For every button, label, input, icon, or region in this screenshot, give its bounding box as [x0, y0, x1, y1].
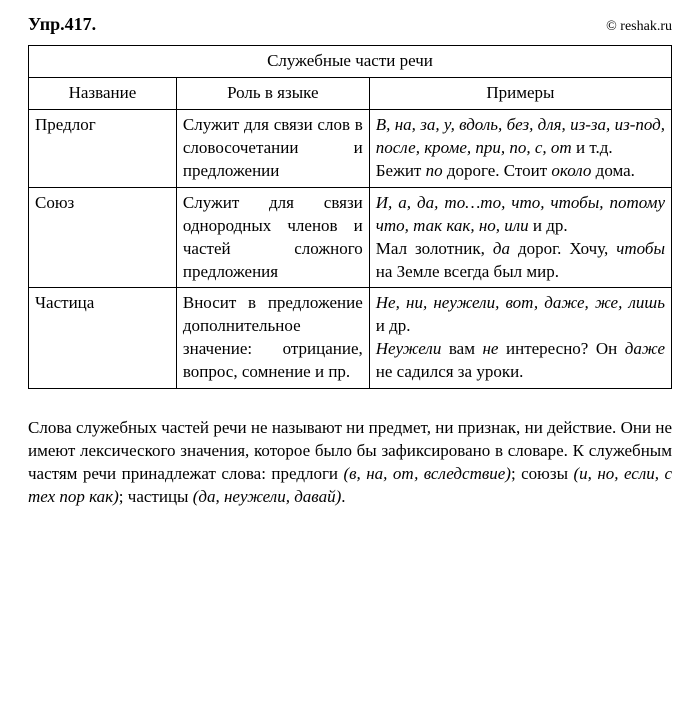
table-title-row: Служебные части речи — [29, 46, 672, 78]
parts-of-speech-table: Служебные части речи Название Роль в язы… — [28, 45, 672, 389]
cell-name: Союз — [29, 187, 177, 288]
table-row: Предлог Служит для связи слов в словосоч… — [29, 109, 672, 187]
exercise-label: Упр.417. — [28, 14, 96, 35]
cell-name: Предлог — [29, 109, 177, 187]
cell-role: Служит для связи слов в словосочетании и… — [176, 109, 369, 187]
table-row: Союз Служит для связи однородных членов … — [29, 187, 672, 288]
cell-role: Служит для связи однородных членов и час… — [176, 187, 369, 288]
cell-examples: И, а, да, то…то, что, чтобы, потому что,… — [369, 187, 671, 288]
page: Упр.417. © reshak.ru Служебные части реч… — [0, 0, 700, 529]
header-row: Упр.417. © reshak.ru — [28, 14, 672, 35]
table-title: Служебные части речи — [29, 46, 672, 78]
table-header-row: Название Роль в языке Примеры — [29, 77, 672, 109]
cell-role: Вносит в предложение дополнительное знач… — [176, 288, 369, 389]
col-header-name: Название — [29, 77, 177, 109]
footer-paragraph: Слова служебных частей речи не называют … — [28, 417, 672, 509]
table-row: Частица Вносит в предложение дополнитель… — [29, 288, 672, 389]
cell-examples: Не, ни, неужели, вот, даже, же, лишь и д… — [369, 288, 671, 389]
cell-name: Частица — [29, 288, 177, 389]
col-header-role: Роль в языке — [176, 77, 369, 109]
cell-examples: В, на, за, у, вдоль, без, для, из-за, из… — [369, 109, 671, 187]
site-label: © reshak.ru — [606, 19, 672, 35]
col-header-examples: Примеры — [369, 77, 671, 109]
